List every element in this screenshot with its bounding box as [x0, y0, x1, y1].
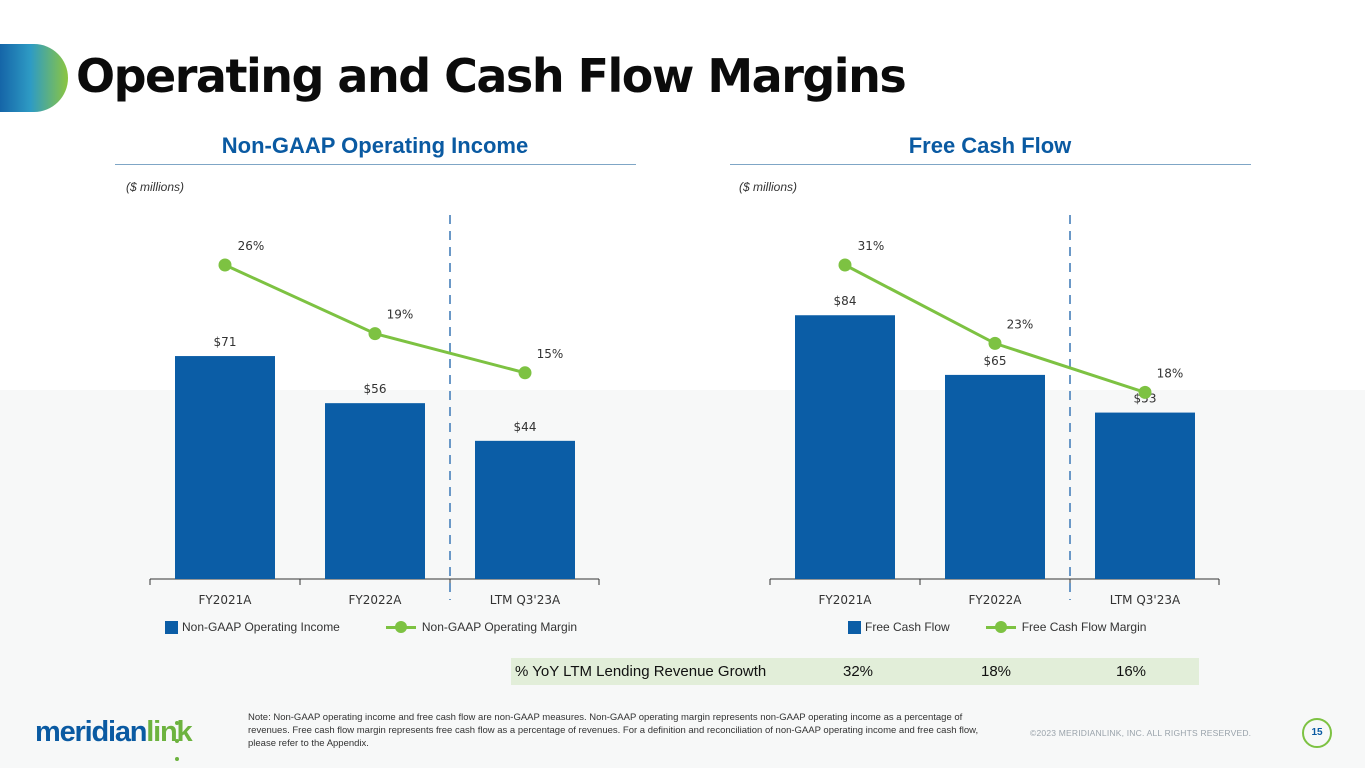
margin-point — [838, 258, 852, 272]
bar-fy2022a — [945, 374, 1045, 579]
legend-line-label: Free Cash Flow Margin — [1021, 620, 1147, 634]
margin-value-label: 26% — [238, 239, 265, 253]
bar-ltm-q3-23a — [1095, 412, 1195, 579]
bar-fy2021a — [795, 315, 895, 579]
margin-point — [218, 258, 232, 272]
lending-revenue-growth-row: % YoY LTM Lending Revenue Growth 32% 18%… — [511, 658, 1199, 685]
margin-value-label: 15% — [537, 347, 564, 361]
meridianlink-logo: meridianlink — [35, 712, 193, 761]
x-tick-label: FY2022A — [349, 593, 403, 607]
bar-value-label: $84 — [834, 294, 857, 308]
margin-point — [518, 366, 532, 380]
left-chart-rule — [115, 164, 636, 165]
x-tick-label: LTM Q3'23A — [1110, 593, 1181, 607]
logo-text-link: link — [146, 716, 192, 748]
bar-value-label: $65 — [984, 354, 1007, 368]
legend-bar-label: Free Cash Flow — [865, 620, 950, 634]
right-chart-units: ($ millions) — [739, 180, 798, 194]
x-tick-label: FY2021A — [819, 593, 873, 607]
bar-value-label: $71 — [214, 335, 237, 349]
x-tick-label: LTM Q3'23A — [490, 593, 561, 607]
x-tick-label: FY2022A — [969, 593, 1023, 607]
copyright-notice: ©2023 MERIDIANLINK, INC. ALL RIGHTS RESE… — [1030, 728, 1252, 738]
margin-value-label: 23% — [1007, 317, 1034, 331]
growth-value-fy2021: 32% — [843, 663, 874, 680]
right-chart-legend: Free Cash Flow Free Cash Flow Margin — [848, 618, 1146, 636]
left-chart-title: Non-GAAP Operating Income — [221, 133, 529, 158]
growth-label: % YoY LTM Lending Revenue Growth — [515, 663, 767, 680]
bar-fy2022a — [325, 403, 425, 579]
bar-value-label: $44 — [514, 420, 537, 434]
margin-point — [368, 327, 382, 341]
margin-value-label: 18% — [1157, 366, 1184, 380]
non-gaap-operating-income-chart: $71 FY2021A $56 FY2022A $44 LTM Q3'23A 26% 19% 1… — [149, 215, 600, 607]
left-chart-legend: Non-GAAP Operating Income Non-GAAP Opera… — [165, 618, 577, 636]
legend-line-label: Non-GAAP Operating Margin — [421, 620, 578, 634]
logo-text-meridian: meridian — [35, 716, 147, 748]
legend-bar-label: Non-GAAP Operating Income — [182, 620, 340, 634]
x-tick-label: FY2021A — [199, 593, 253, 607]
margin-point — [988, 336, 1002, 350]
margin-value-label: 19% — [387, 308, 414, 322]
legend-bar-swatch — [848, 620, 861, 634]
margin-point — [1138, 385, 1152, 399]
right-chart-title: Free Cash Flow — [908, 133, 1072, 158]
bar-value-label: $56 — [364, 382, 387, 396]
right-chart-rule — [730, 164, 1251, 165]
growth-value-fy2022: 18% — [981, 663, 1012, 680]
page-number: 15 — [1302, 718, 1332, 748]
margin-value-label: 31% — [858, 239, 885, 253]
left-chart-units: ($ millions) — [126, 180, 185, 194]
growth-value-ltm: 16% — [1116, 663, 1147, 680]
bar-fy2021a — [175, 356, 275, 579]
page-title: Operating and Cash Flow Margins — [76, 49, 907, 103]
title-accent-shape — [0, 44, 68, 112]
bar-ltm-q3-23a — [475, 440, 575, 579]
logo-dots — [175, 712, 191, 766]
legend-line-swatch — [385, 621, 416, 633]
footnote: Note: Non-GAAP operating income and free… — [248, 712, 979, 749]
legend-line-swatch — [985, 621, 1016, 633]
legend-bar-swatch — [165, 620, 178, 634]
